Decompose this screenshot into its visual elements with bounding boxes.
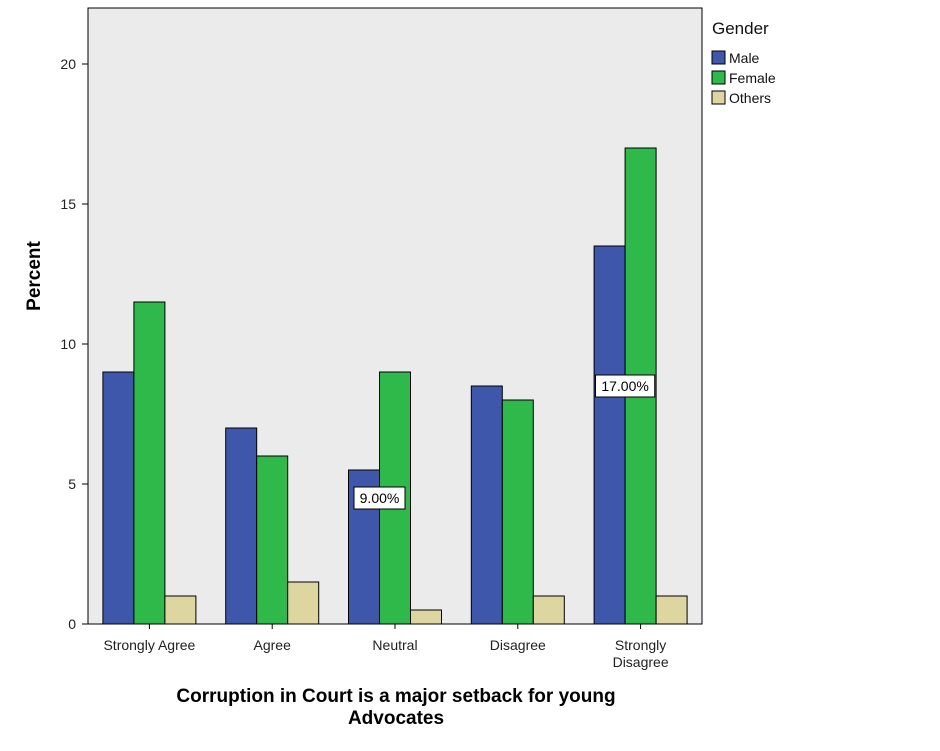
bar-others — [164, 595, 197, 625]
data-label: 9.00% — [353, 486, 406, 510]
y-tick-label: 20 — [60, 56, 76, 72]
y-axis-title: Percent — [24, 240, 45, 310]
legend-item-others: Others — [711, 90, 771, 106]
bar-male — [225, 427, 258, 625]
bar-female — [133, 301, 166, 625]
data-label-text: 9.00% — [360, 490, 400, 506]
legend-swatch — [711, 70, 726, 85]
data-labels: 9.00% 17.00% — [353, 374, 656, 510]
x-axis: Strongly Agree Agree Neutral Disagree Strong… — [103, 624, 669, 670]
legend-item-male: Male — [711, 50, 760, 66]
data-label-box — [353, 486, 406, 510]
y-tick-label: 15 — [60, 196, 76, 212]
data-label-box — [595, 374, 656, 398]
bar-others — [655, 595, 688, 625]
data-label-text: 17.00% — [601, 378, 648, 394]
y-tick-label: 10 — [60, 336, 76, 352]
x-axis-title: Corruption in Court is a major setback f… — [176, 686, 615, 729]
x-tick-label: Neutral — [372, 637, 417, 653]
legend: Gender Male Female Others — [711, 19, 776, 106]
bar-others — [532, 595, 565, 625]
plot-border — [87, 7, 703, 625]
y-axis: 0 5 10 15 20 — [60, 56, 88, 632]
legend-title: Gender — [712, 19, 769, 38]
bar-female — [256, 455, 289, 625]
x-tick-label: Strongly Agree — [103, 637, 195, 653]
legend-label: Female — [729, 70, 776, 86]
y-tick-label: 5 — [68, 476, 76, 492]
x-tick-label: Strongly Disagree — [613, 637, 669, 670]
bars-group — [102, 147, 688, 625]
bar-male — [102, 371, 135, 625]
x-tick-label: Agree — [254, 637, 292, 653]
bar-male — [470, 385, 503, 625]
bar-others — [410, 609, 442, 625]
bar-others — [287, 581, 320, 625]
legend-swatch — [711, 90, 726, 105]
legend-label: Male — [729, 50, 760, 66]
legend-label: Others — [729, 90, 771, 106]
y-tick-label: 0 — [68, 616, 76, 632]
legend-item-female: Female — [711, 70, 776, 86]
x-axis-title-line: Advocates — [348, 708, 444, 729]
data-label: 17.00% — [595, 374, 656, 398]
bar-male — [593, 245, 626, 625]
legend-swatch — [711, 50, 726, 65]
x-axis-title-line: Corruption in Court is a major setback f… — [176, 686, 615, 707]
x-tick-label: Disagree — [490, 637, 546, 653]
bar-female — [501, 399, 534, 625]
